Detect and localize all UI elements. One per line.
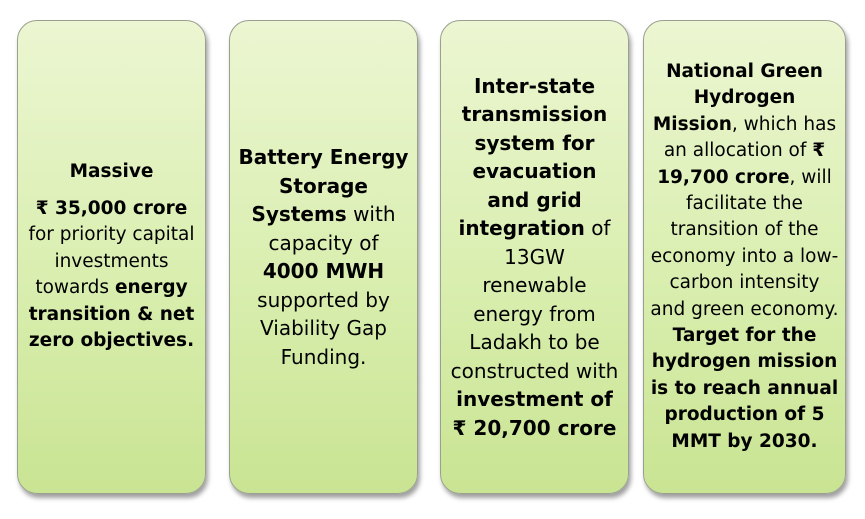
card-transmission-system: Inter-state transmission system for evac… (440, 20, 629, 494)
card-2-content: Battery Energy Storage Systems with capa… (238, 143, 409, 371)
card-2-text-1: with capacity of (268, 202, 396, 255)
card-4-target: Target for the hydrogen mission is to re… (650, 325, 839, 452)
card-1-content: Massive ₹ 35,000 crore for priority capi… (26, 159, 197, 355)
card-3-text: of 13GW renewable energy from Ladakh to … (450, 216, 619, 383)
card-4-allocation: ₹ 19,700 crore (657, 140, 826, 188)
card-4-content: National Green Hydrogen Mission, which h… (650, 59, 839, 455)
card-4-text-1: , which has an allocation of (663, 113, 837, 162)
card-2-paragraph: Battery Energy Storage Systems with capa… (238, 143, 409, 371)
card-1-objectives: energy transition & net zero objectives. (28, 277, 195, 352)
card-1-paragraph: ₹ 35,000 crore for priority capital inve… (26, 196, 197, 355)
card-4-paragraph: National Green Hydrogen Mission, which h… (650, 59, 839, 455)
card-4-title: National Green Hydrogen Mission (652, 60, 823, 135)
card-1-text: for priority capital investments towards (28, 224, 195, 299)
card-2-title: Battery Energy Storage Systems (238, 145, 409, 226)
card-3-investment: investment of ₹ 20,700 crore (452, 387, 617, 440)
card-3-title: Inter-state transmission system for evac… (458, 73, 608, 241)
card-1-amount: ₹ 35,000 crore (35, 197, 188, 219)
card-3-content: Inter-state transmission system for evac… (449, 72, 620, 443)
card-battery-storage: Battery Energy Storage Systems with capa… (229, 20, 418, 494)
card-2-text-2: supported by Viability Gap Funding. (257, 287, 390, 369)
card-1-heading: Massive (69, 161, 154, 183)
card-capital-investment: Massive ₹ 35,000 crore for priority capi… (17, 20, 206, 494)
card-green-hydrogen: National Green Hydrogen Mission, which h… (643, 20, 846, 494)
card-2-capacity: 4000 MWH (262, 259, 385, 283)
card-4-text-2: , will facilitate the transition of the … (650, 166, 839, 320)
card-3-paragraph: Inter-state transmission system for evac… (449, 72, 620, 443)
